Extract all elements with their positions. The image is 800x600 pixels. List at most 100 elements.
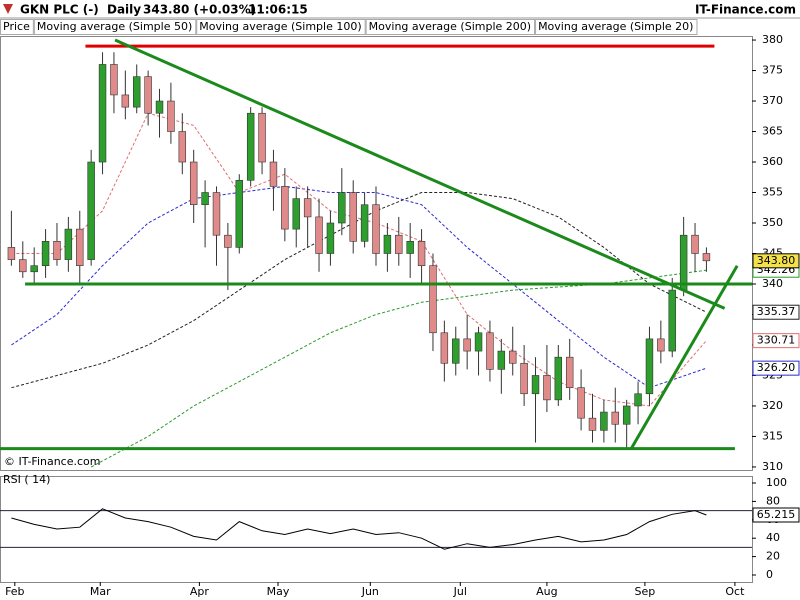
y-tick-label: 350 — [762, 216, 783, 229]
candle-body — [486, 332, 494, 370]
legend-box — [0, 19, 34, 35]
y-tick-label: 340 — [762, 277, 783, 290]
candle-body — [349, 192, 357, 242]
candle-body — [292, 198, 300, 230]
price-tag-label: 343.80 — [757, 254, 796, 267]
x-tick-label: Aug — [536, 585, 557, 598]
price-tag-label: 326.20 — [757, 361, 796, 374]
candle-body — [201, 192, 209, 206]
candle-body — [110, 64, 118, 96]
y-tick-label: 310 — [762, 460, 783, 473]
price-tag-label: 330.71 — [757, 334, 796, 347]
candle-body — [167, 100, 175, 132]
y-tick-label: 380 — [762, 33, 783, 46]
legend-box — [196, 19, 366, 35]
candle-body — [463, 338, 471, 352]
candle-body — [360, 204, 369, 242]
candle-body — [622, 405, 631, 425]
candle-body — [395, 234, 403, 254]
candle-body — [30, 265, 38, 273]
candle-body — [645, 338, 654, 395]
candle-body — [326, 222, 335, 254]
candle-body — [429, 265, 437, 334]
candle-body — [7, 247, 16, 260]
candle-body — [133, 76, 141, 108]
arrow-icon — [3, 4, 13, 14]
candle-body — [668, 289, 676, 352]
candle-body — [155, 100, 164, 114]
candle-body — [634, 393, 642, 407]
candle-body — [691, 234, 699, 254]
candle-body — [554, 356, 563, 401]
x-tick-label: Jul — [453, 585, 467, 598]
candle-body — [189, 161, 198, 206]
y-tick-label: 375 — [762, 64, 783, 77]
candle-body — [41, 241, 50, 266]
candle-body — [87, 161, 95, 260]
candle-body — [417, 241, 426, 266]
candle-body — [269, 161, 278, 187]
candle-body — [235, 180, 243, 248]
trendline — [629, 264, 739, 450]
candle-body — [657, 338, 665, 352]
candle-body — [178, 131, 187, 163]
candle-body — [19, 259, 27, 273]
rsi-y-tick-label: 40 — [766, 531, 780, 544]
candle-body — [144, 76, 152, 114]
time: 11:06:15 — [248, 3, 308, 17]
candle-body — [577, 387, 585, 419]
rsi-y-tick-label: 0 — [766, 568, 773, 581]
y-tick-label: 365 — [762, 125, 783, 138]
rsi-y-tick-label: 100 — [766, 476, 787, 489]
y-tick-label: 370 — [762, 94, 783, 107]
quote: 343.80 (+0.03%) — [143, 3, 256, 17]
candle-body — [531, 375, 540, 395]
candle-body — [315, 216, 323, 254]
legend-box — [365, 19, 536, 35]
candle-body — [53, 241, 61, 260]
candle-body — [520, 362, 528, 395]
rsi-tag-label: 65.215 — [757, 508, 796, 521]
period: Daily — [107, 3, 141, 17]
candle-body — [246, 112, 255, 181]
y-tick-label: 355 — [762, 186, 783, 199]
candle-body — [212, 192, 221, 236]
candle-body — [543, 375, 551, 401]
candle-body — [452, 338, 460, 364]
price-tag — [752, 360, 800, 376]
candle-body — [611, 411, 619, 425]
y-tick-label: 315 — [762, 429, 783, 442]
x-tick-label: Sep — [635, 585, 656, 598]
x-tick-label: Mar — [90, 585, 111, 598]
candle-body — [338, 192, 346, 224]
price-tag — [752, 304, 800, 320]
candle-body — [98, 64, 107, 163]
price-tag — [752, 253, 800, 269]
x-tick-label: Feb — [5, 585, 24, 598]
rsi-line — [11, 508, 707, 550]
y-tick-label: 320 — [762, 399, 783, 412]
trendline — [114, 38, 726, 310]
rsi-y-tick-label: 20 — [766, 550, 780, 563]
legend-label: Moving average (Simple 100) — [199, 20, 361, 33]
candle-body — [281, 186, 289, 230]
candle-body — [303, 198, 312, 218]
candle-body — [565, 356, 574, 388]
symbol: GKN PLC (-) — [20, 3, 99, 17]
candle-body — [224, 234, 232, 248]
rsi-title: RSI ( 14) — [3, 473, 50, 486]
candle-body — [440, 332, 449, 364]
candle-body — [509, 350, 517, 364]
legend-box — [535, 19, 698, 35]
candle-body — [702, 253, 711, 262]
candle-body — [406, 241, 414, 254]
x-tick-label: Oct — [725, 585, 745, 598]
rsi-y-tick-label: 80 — [766, 494, 780, 507]
legend: Price Moving average (Simple 50) Moving av… — [0, 19, 698, 35]
candle-body — [383, 234, 392, 254]
x-tick-label: Apr — [190, 585, 210, 598]
y-tick-label: 360 — [762, 155, 783, 168]
